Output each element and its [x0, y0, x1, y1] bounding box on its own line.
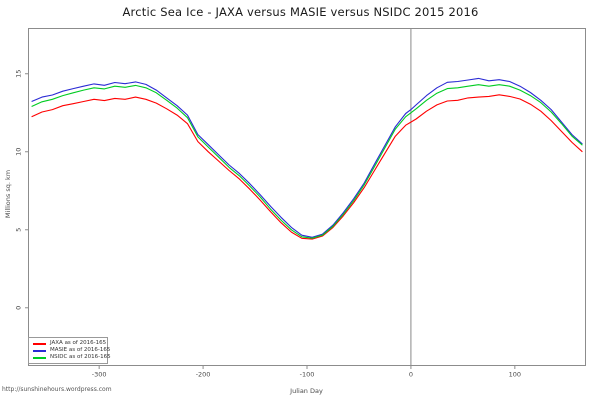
legend-line-swatch — [33, 349, 46, 352]
plot-border — [28, 28, 586, 366]
legend-line-swatch — [33, 356, 46, 359]
x-tick-label: 0 — [409, 371, 413, 379]
y-tick-label: 5 — [15, 228, 23, 232]
legend-label: NSIDC as of 2016-165 — [50, 354, 111, 360]
legend-label: JAXA as of 2016-165 — [50, 340, 107, 346]
series-line-nsidc — [31, 84, 583, 239]
chart-title: Arctic Sea Ice - JAXA versus MASIE versu… — [122, 5, 479, 19]
legend-label: MASIE as of 2016-165 — [50, 347, 111, 353]
legend-item-masie: MASIE as of 2016-165 — [33, 347, 111, 354]
legend-line-swatch — [33, 342, 46, 345]
y-tick-label: 15 — [15, 70, 23, 78]
x-tick-label: -300 — [92, 371, 107, 379]
legend-box: JAXA as of 2016-165 MASIE as of 2016-165 N… — [28, 337, 111, 364]
source-url: http://sunshinehours.wordpress.com — [2, 386, 112, 393]
x-tick-label: -100 — [300, 371, 315, 379]
y-axis-title: Millions sq. km — [4, 169, 12, 219]
x-tick-label: -200 — [196, 371, 211, 379]
y-tick-label: 0 — [15, 306, 23, 310]
legend-item-nsidc: NSIDC as of 2016-165 — [33, 354, 111, 361]
x-tick-label: 100 — [509, 371, 521, 379]
series-line-jaxa — [31, 94, 583, 240]
legend-item-jaxa: JAXA as of 2016-165 — [33, 340, 107, 347]
series-line-masie — [31, 77, 583, 238]
x-axis-title: Julian Day — [290, 387, 323, 395]
y-tick-label: 10 — [15, 148, 23, 156]
